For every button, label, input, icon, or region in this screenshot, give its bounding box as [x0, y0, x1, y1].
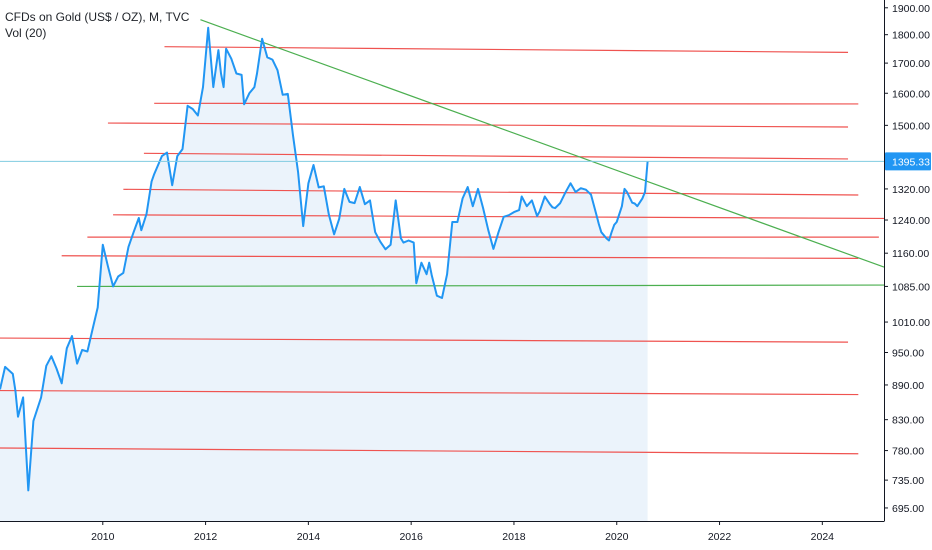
price-series	[0, 26, 649, 492]
x-tick-label: 2016	[399, 531, 423, 543]
indicator-label: Vol (20)	[5, 26, 47, 40]
current-price-marker: 1395.33	[0, 152, 931, 171]
x-tick-label: 2010	[91, 531, 115, 543]
price-tag-background	[885, 152, 931, 171]
x-tick-label: 2020	[605, 531, 629, 543]
level-line-1[interactable]	[164, 46, 849, 53]
x-tick-label: 2012	[194, 531, 218, 543]
y-tick-label: 890.00	[892, 380, 924, 392]
y-tick-label: 1700.00	[892, 58, 930, 70]
y-tick-label: 1900.00	[892, 3, 930, 15]
x-tick-label: 2018	[502, 531, 526, 543]
trend-line-1[interactable]	[200, 19, 885, 268]
level-line-5[interactable]	[123, 188, 859, 196]
chart-legend: CFDs on Gold (US$ / OZ), M, TVC Vol (20)	[5, 9, 189, 41]
level-line-3[interactable]	[107, 122, 849, 128]
level-line-10[interactable]	[0, 389, 859, 396]
price-area	[0, 27, 648, 522]
y-tick-label: 1160.00	[892, 248, 929, 260]
level-line-6[interactable]	[113, 214, 885, 220]
y-tick-label: 1500.00	[892, 120, 930, 132]
y-tick-label: 735.00	[892, 475, 924, 487]
trend-lines	[77, 19, 885, 288]
x-tick-label: 2024	[811, 531, 835, 543]
level-line-8[interactable]	[61, 255, 859, 259]
y-tick-label: 695.00	[892, 503, 924, 515]
x-tick-label: 2014	[297, 531, 321, 543]
level-line-11[interactable]	[0, 447, 859, 455]
horizontal-levels	[0, 46, 885, 455]
level-line-9[interactable]	[0, 337, 849, 343]
price-area-fill	[0, 27, 648, 522]
y-tick-label: 1010.00	[892, 317, 930, 329]
level-line-2[interactable]	[154, 102, 859, 105]
y-tick-label: 830.00	[892, 415, 924, 427]
y-tick-label: 950.00	[892, 348, 924, 360]
y-tick-label: 1800.00	[892, 30, 930, 42]
y-tick-label: 780.00	[892, 446, 924, 458]
y-tick-label: 1600.00	[892, 88, 930, 100]
y-tick-label: 1240.00	[892, 215, 930, 227]
y-tick-label: 1085.00	[892, 281, 930, 293]
trend-line-2[interactable]	[77, 284, 885, 288]
symbol-title: CFDs on Gold (US$ / OZ), M, TVC	[5, 10, 190, 24]
price-tag: 1395.33	[892, 156, 930, 168]
price-line[interactable]	[0, 26, 649, 492]
level-line-4[interactable]	[143, 152, 849, 160]
x-tick-label: 2022	[708, 531, 732, 543]
y-tick-label: 1320.00	[892, 184, 930, 196]
